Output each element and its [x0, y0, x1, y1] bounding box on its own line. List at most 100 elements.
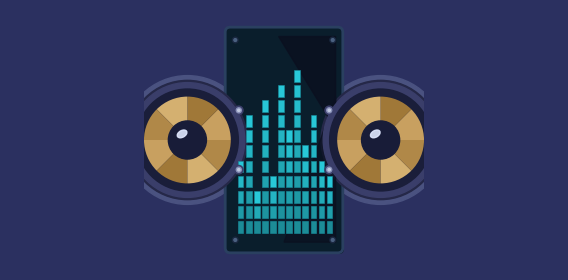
Bar — [238, 176, 244, 187]
Bar — [254, 191, 260, 202]
Bar — [270, 176, 275, 187]
Bar — [270, 191, 275, 202]
Bar — [327, 176, 332, 187]
Bar — [278, 160, 284, 172]
Circle shape — [135, 169, 137, 171]
Bar — [278, 115, 284, 127]
Bar — [327, 206, 332, 218]
Bar — [278, 206, 284, 218]
Circle shape — [330, 37, 336, 43]
Circle shape — [133, 167, 139, 172]
Ellipse shape — [177, 130, 187, 138]
Circle shape — [235, 165, 243, 174]
Circle shape — [234, 239, 237, 241]
Wedge shape — [156, 95, 187, 140]
Circle shape — [429, 108, 435, 113]
Bar — [286, 206, 292, 218]
Bar — [303, 191, 308, 202]
Circle shape — [123, 76, 252, 204]
Wedge shape — [187, 108, 232, 140]
Bar — [311, 160, 316, 172]
Circle shape — [431, 169, 433, 171]
Circle shape — [327, 167, 332, 172]
Bar — [303, 176, 308, 187]
Wedge shape — [187, 140, 232, 172]
Bar — [270, 221, 275, 233]
Bar — [238, 160, 244, 172]
Polygon shape — [284, 97, 336, 242]
Circle shape — [236, 108, 241, 113]
Circle shape — [431, 109, 433, 111]
Bar — [262, 115, 268, 127]
Bar — [262, 206, 268, 218]
Bar — [286, 191, 292, 202]
Bar — [278, 191, 284, 202]
Bar — [278, 146, 284, 157]
Bar — [294, 206, 300, 218]
Bar — [319, 160, 324, 172]
Bar — [311, 206, 316, 218]
Circle shape — [429, 167, 435, 172]
Wedge shape — [187, 140, 219, 185]
Circle shape — [329, 89, 432, 191]
Bar — [294, 70, 300, 82]
Circle shape — [132, 165, 140, 174]
Bar — [278, 100, 284, 112]
Bar — [311, 130, 316, 142]
Circle shape — [331, 239, 334, 241]
Circle shape — [232, 37, 238, 43]
Bar — [286, 221, 292, 233]
Bar — [278, 221, 284, 233]
Wedge shape — [143, 108, 187, 140]
Wedge shape — [381, 140, 425, 172]
Bar — [254, 206, 260, 218]
Circle shape — [323, 83, 438, 197]
Bar — [246, 160, 252, 172]
Bar — [286, 160, 292, 172]
Circle shape — [168, 121, 206, 159]
Bar — [246, 146, 252, 157]
Bar — [262, 221, 268, 233]
Circle shape — [428, 106, 436, 115]
Bar — [311, 115, 316, 127]
Wedge shape — [349, 95, 381, 140]
Bar — [294, 100, 300, 112]
Circle shape — [132, 106, 140, 115]
Bar — [262, 130, 268, 142]
Wedge shape — [156, 140, 187, 185]
Circle shape — [330, 237, 336, 243]
Bar — [303, 206, 308, 218]
Circle shape — [428, 165, 436, 174]
Bar — [303, 146, 308, 157]
Circle shape — [236, 167, 241, 172]
Wedge shape — [381, 108, 425, 140]
Bar — [238, 221, 244, 233]
Bar — [238, 191, 244, 202]
Wedge shape — [381, 95, 412, 140]
Bar — [262, 160, 268, 172]
Circle shape — [327, 108, 332, 113]
Bar — [286, 176, 292, 187]
Circle shape — [130, 83, 245, 197]
Bar — [327, 221, 332, 233]
Circle shape — [133, 108, 139, 113]
Wedge shape — [349, 140, 381, 185]
Circle shape — [331, 39, 334, 41]
Wedge shape — [143, 140, 187, 172]
Bar — [246, 191, 252, 202]
Bar — [319, 206, 324, 218]
Bar — [294, 160, 300, 172]
Bar — [294, 130, 300, 142]
Bar — [303, 221, 308, 233]
Circle shape — [232, 237, 238, 243]
Circle shape — [325, 106, 333, 115]
Bar — [278, 85, 284, 97]
Bar — [294, 221, 300, 233]
Bar — [294, 115, 300, 127]
Circle shape — [234, 39, 237, 41]
Wedge shape — [336, 108, 381, 140]
Circle shape — [325, 165, 333, 174]
Bar — [286, 146, 292, 157]
Circle shape — [316, 76, 445, 204]
Bar — [262, 100, 268, 112]
